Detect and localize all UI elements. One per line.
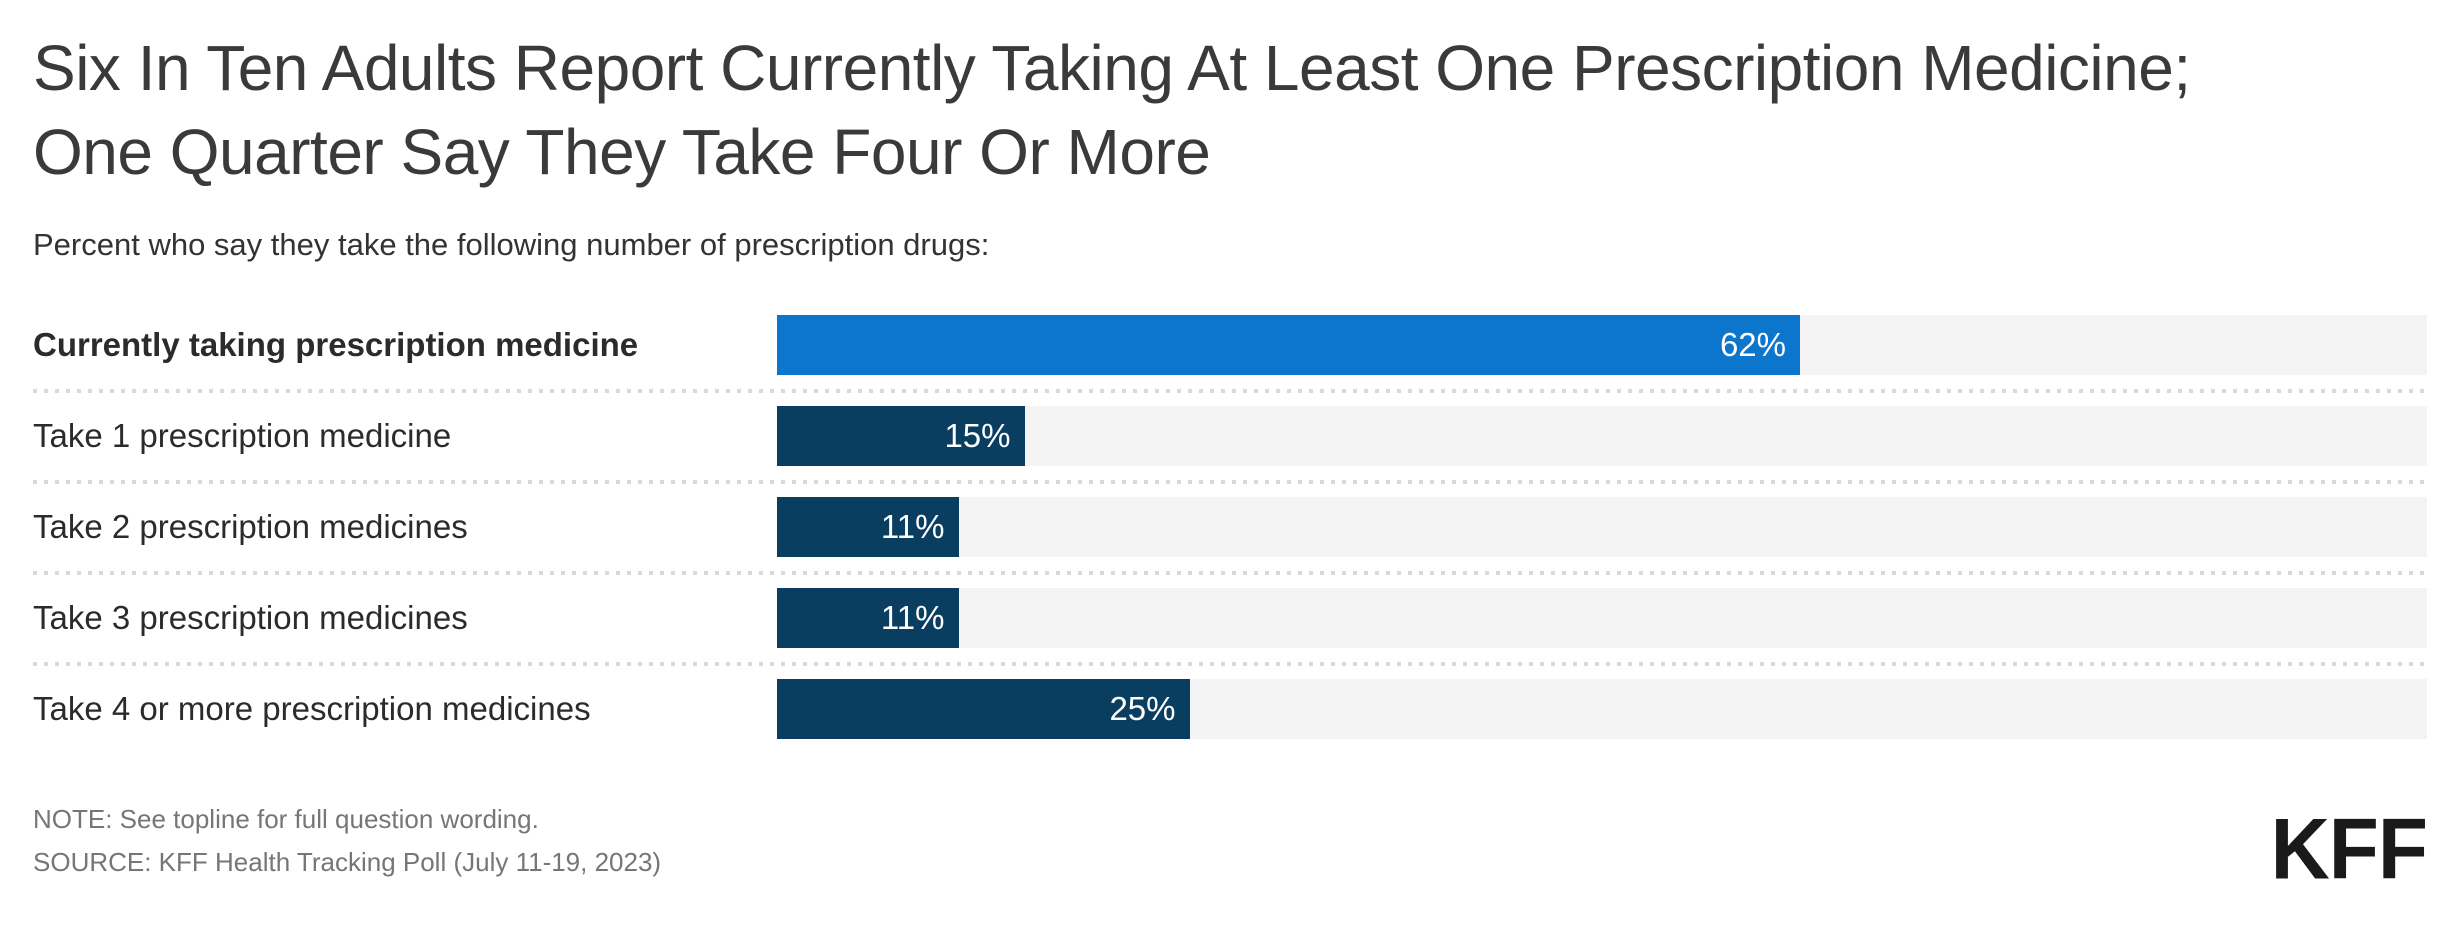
kff-logo: KFF — [2270, 802, 2428, 898]
chart-title: Six In Ten Adults Report Currently Takin… — [33, 32, 2191, 189]
bar-value: 11% — [880, 598, 945, 636]
bar: 25% — [777, 678, 1190, 739]
bar: 15% — [777, 405, 1025, 466]
source-line: SOURCE: KFF Health Tracking Poll (July 1… — [33, 847, 662, 878]
chart-row: Take 4 or more prescription medicines 25… — [33, 678, 2427, 739]
row-separator — [33, 661, 2427, 666]
footer: NOTE: See topline for full question word… — [33, 798, 2428, 898]
chart-row: Currently taking prescription medicine 6… — [33, 314, 2427, 375]
bar-track: 11% — [777, 587, 2427, 648]
note-line: NOTE: See topline for full question word… — [33, 803, 539, 834]
row-separator — [33, 570, 2427, 575]
bar-value: 11% — [880, 507, 945, 545]
bar-track: 11% — [777, 496, 2427, 557]
bar: 11% — [777, 587, 959, 648]
bar-track: 15% — [777, 405, 2427, 466]
bar-track: 25% — [777, 678, 2427, 739]
notes-block: NOTE: See topline for full question word… — [33, 798, 661, 885]
bar-value: 62% — [1719, 325, 1786, 363]
bar-value: 25% — [1109, 689, 1176, 727]
bar: 62% — [777, 314, 1800, 375]
bar-track: 62% — [777, 314, 2427, 375]
bar-value: 15% — [944, 416, 1011, 454]
bar: 11% — [777, 496, 959, 557]
row-separator — [33, 479, 2427, 484]
chart-row: Take 2 prescription medicines 11% — [33, 496, 2427, 557]
bar-label: Take 2 prescription medicines — [33, 507, 468, 545]
bar-label: Currently taking prescription medicine — [33, 325, 639, 363]
chart-row: Take 1 prescription medicine 15% — [33, 405, 2427, 466]
bar-label: Take 3 prescription medicines — [33, 598, 468, 636]
chart-subtitle: Percent who say they take the following … — [33, 226, 990, 262]
row-separator — [33, 388, 2427, 393]
bar-chart: Currently taking prescription medicine 6… — [33, 314, 2427, 739]
bar-label: Take 4 or more prescription medicines — [33, 689, 591, 727]
bar-label: Take 1 prescription medicine — [33, 416, 452, 454]
chart-row: Take 3 prescription medicines 11% — [33, 587, 2427, 648]
